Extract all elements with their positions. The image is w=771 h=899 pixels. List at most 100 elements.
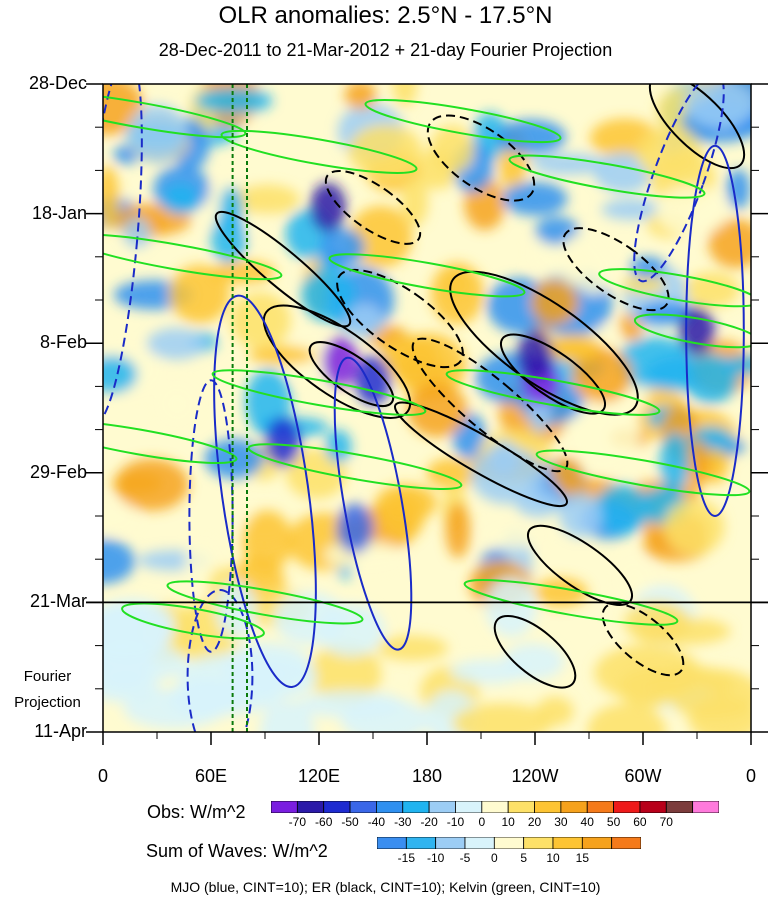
wave-contour <box>333 356 413 651</box>
wave-contour <box>598 268 751 308</box>
wave-contour <box>499 333 607 415</box>
anomaly-patch <box>127 104 188 164</box>
wave-contour <box>211 369 427 416</box>
anomaly-patch <box>571 347 633 404</box>
colorbar-label: 15 <box>575 851 589 865</box>
colorbar-label: -10 <box>426 851 445 865</box>
colorbar-swatch <box>481 801 509 813</box>
anomaly-patch <box>559 492 602 538</box>
colorbar-label: 60 <box>633 815 647 829</box>
colorbar-swatch <box>611 837 641 849</box>
wave-contours <box>103 84 751 732</box>
wave-contour <box>336 268 464 369</box>
anomaly-patch <box>684 271 740 308</box>
colorbar-label: -30 <box>394 815 412 829</box>
y-tick-label: 28-Dec <box>28 73 87 93</box>
wave-contour <box>213 294 317 688</box>
colorbar-swatch <box>428 801 456 813</box>
colorbar-swatch <box>523 837 554 849</box>
anomaly-patch <box>430 262 484 325</box>
waves-colorbar <box>377 837 641 849</box>
obs-legend-title: Obs: W/m^2 <box>147 802 246 822</box>
wave-contour <box>220 129 418 174</box>
anomaly-patch <box>635 617 731 645</box>
anomaly-patch <box>337 503 373 554</box>
anomaly-patch <box>536 696 574 727</box>
anomaly-patch <box>103 355 138 394</box>
colorbar-swatch <box>581 837 613 849</box>
wave-contour <box>426 114 536 202</box>
projection-label-line2: Projection <box>14 694 81 711</box>
anomaly-patch <box>601 198 664 221</box>
colorbar-swatch <box>534 801 562 813</box>
anomaly-patch <box>655 185 729 236</box>
waves-legend-title: Sum of Waves: W/m^2 <box>146 841 328 861</box>
colorbar-swatch <box>507 801 535 813</box>
y-tick-label: 11-Apr <box>34 721 87 741</box>
anomaly-patch <box>344 84 377 110</box>
wave-contour <box>103 233 283 281</box>
colorbar-swatch <box>377 837 407 849</box>
wave-contour <box>262 304 412 419</box>
colorbar-label: 20 <box>527 815 542 829</box>
anomaly-patch <box>445 502 471 559</box>
wave-contour <box>493 614 577 689</box>
wave-contour <box>508 154 706 199</box>
anomaly-patch <box>515 489 561 518</box>
chart-subtitle: 28-Dec-2011 to 21-Mar-2012 + 21-day Four… <box>158 40 613 60</box>
colorbar-swatch <box>435 837 466 849</box>
wave-contour <box>633 84 725 283</box>
wave-contour <box>186 589 254 732</box>
x-tick-label: 0 <box>745 766 756 786</box>
colorbar-label: 10 <box>501 815 515 829</box>
anomaly-patch <box>158 384 197 423</box>
colorbar-swatch <box>692 801 719 813</box>
colorbar-label: -5 <box>459 851 471 865</box>
wave-contour <box>103 419 238 464</box>
colorbar-swatch <box>552 837 583 849</box>
axes <box>86 83 768 745</box>
anomaly-patch <box>103 500 137 535</box>
anomaly-patch <box>231 184 300 215</box>
colorbar-label: 50 <box>606 815 621 829</box>
colorbar-swatch <box>613 801 641 813</box>
wave-contour <box>364 98 562 144</box>
anomaly-patch <box>531 153 608 175</box>
anomaly-patch <box>309 643 382 705</box>
reference-lines <box>231 84 248 732</box>
x-tick-label: 0 <box>97 766 108 786</box>
anomaly-patch <box>616 337 694 389</box>
anomaly-patch <box>618 668 678 709</box>
wave-contour <box>601 602 685 677</box>
wave-contour <box>394 401 568 508</box>
wave-contour <box>103 91 247 139</box>
anomaly-patch <box>320 227 365 268</box>
anomaly-patch <box>587 703 666 732</box>
anomaly-patch <box>593 152 653 193</box>
colorbar-swatch <box>349 801 377 813</box>
wave-contour <box>121 602 265 640</box>
anomaly-patch <box>301 267 356 323</box>
y-tick-label: 18-Jan <box>31 202 87 223</box>
colorbar-swatch <box>376 801 404 813</box>
colorbar-swatch <box>323 801 351 813</box>
projection-label-line1: Fourier <box>23 668 72 685</box>
wave-contour <box>324 169 422 245</box>
anomaly-patch <box>325 429 352 464</box>
anomaly-patch <box>517 330 553 381</box>
x-tick-label: 120E <box>297 766 341 786</box>
wave-contour <box>526 524 634 606</box>
wave-contour <box>103 84 143 424</box>
colorbar-label: 0 <box>490 851 498 865</box>
colorbar-label: -50 <box>341 815 359 829</box>
colorbar-swatch <box>455 801 483 813</box>
colorbar-label: -15 <box>397 851 415 865</box>
colorbar-swatch <box>493 837 525 849</box>
anomaly-patch <box>345 304 384 338</box>
wave-contour <box>188 379 234 653</box>
anomaly-patch <box>663 499 725 555</box>
colorbar-swatch <box>296 801 325 813</box>
anomaly-patch <box>401 176 429 227</box>
anomaly-patch <box>708 218 751 269</box>
chart-title: OLR anomalies: 2.5°N - 17.5°N <box>218 2 553 29</box>
